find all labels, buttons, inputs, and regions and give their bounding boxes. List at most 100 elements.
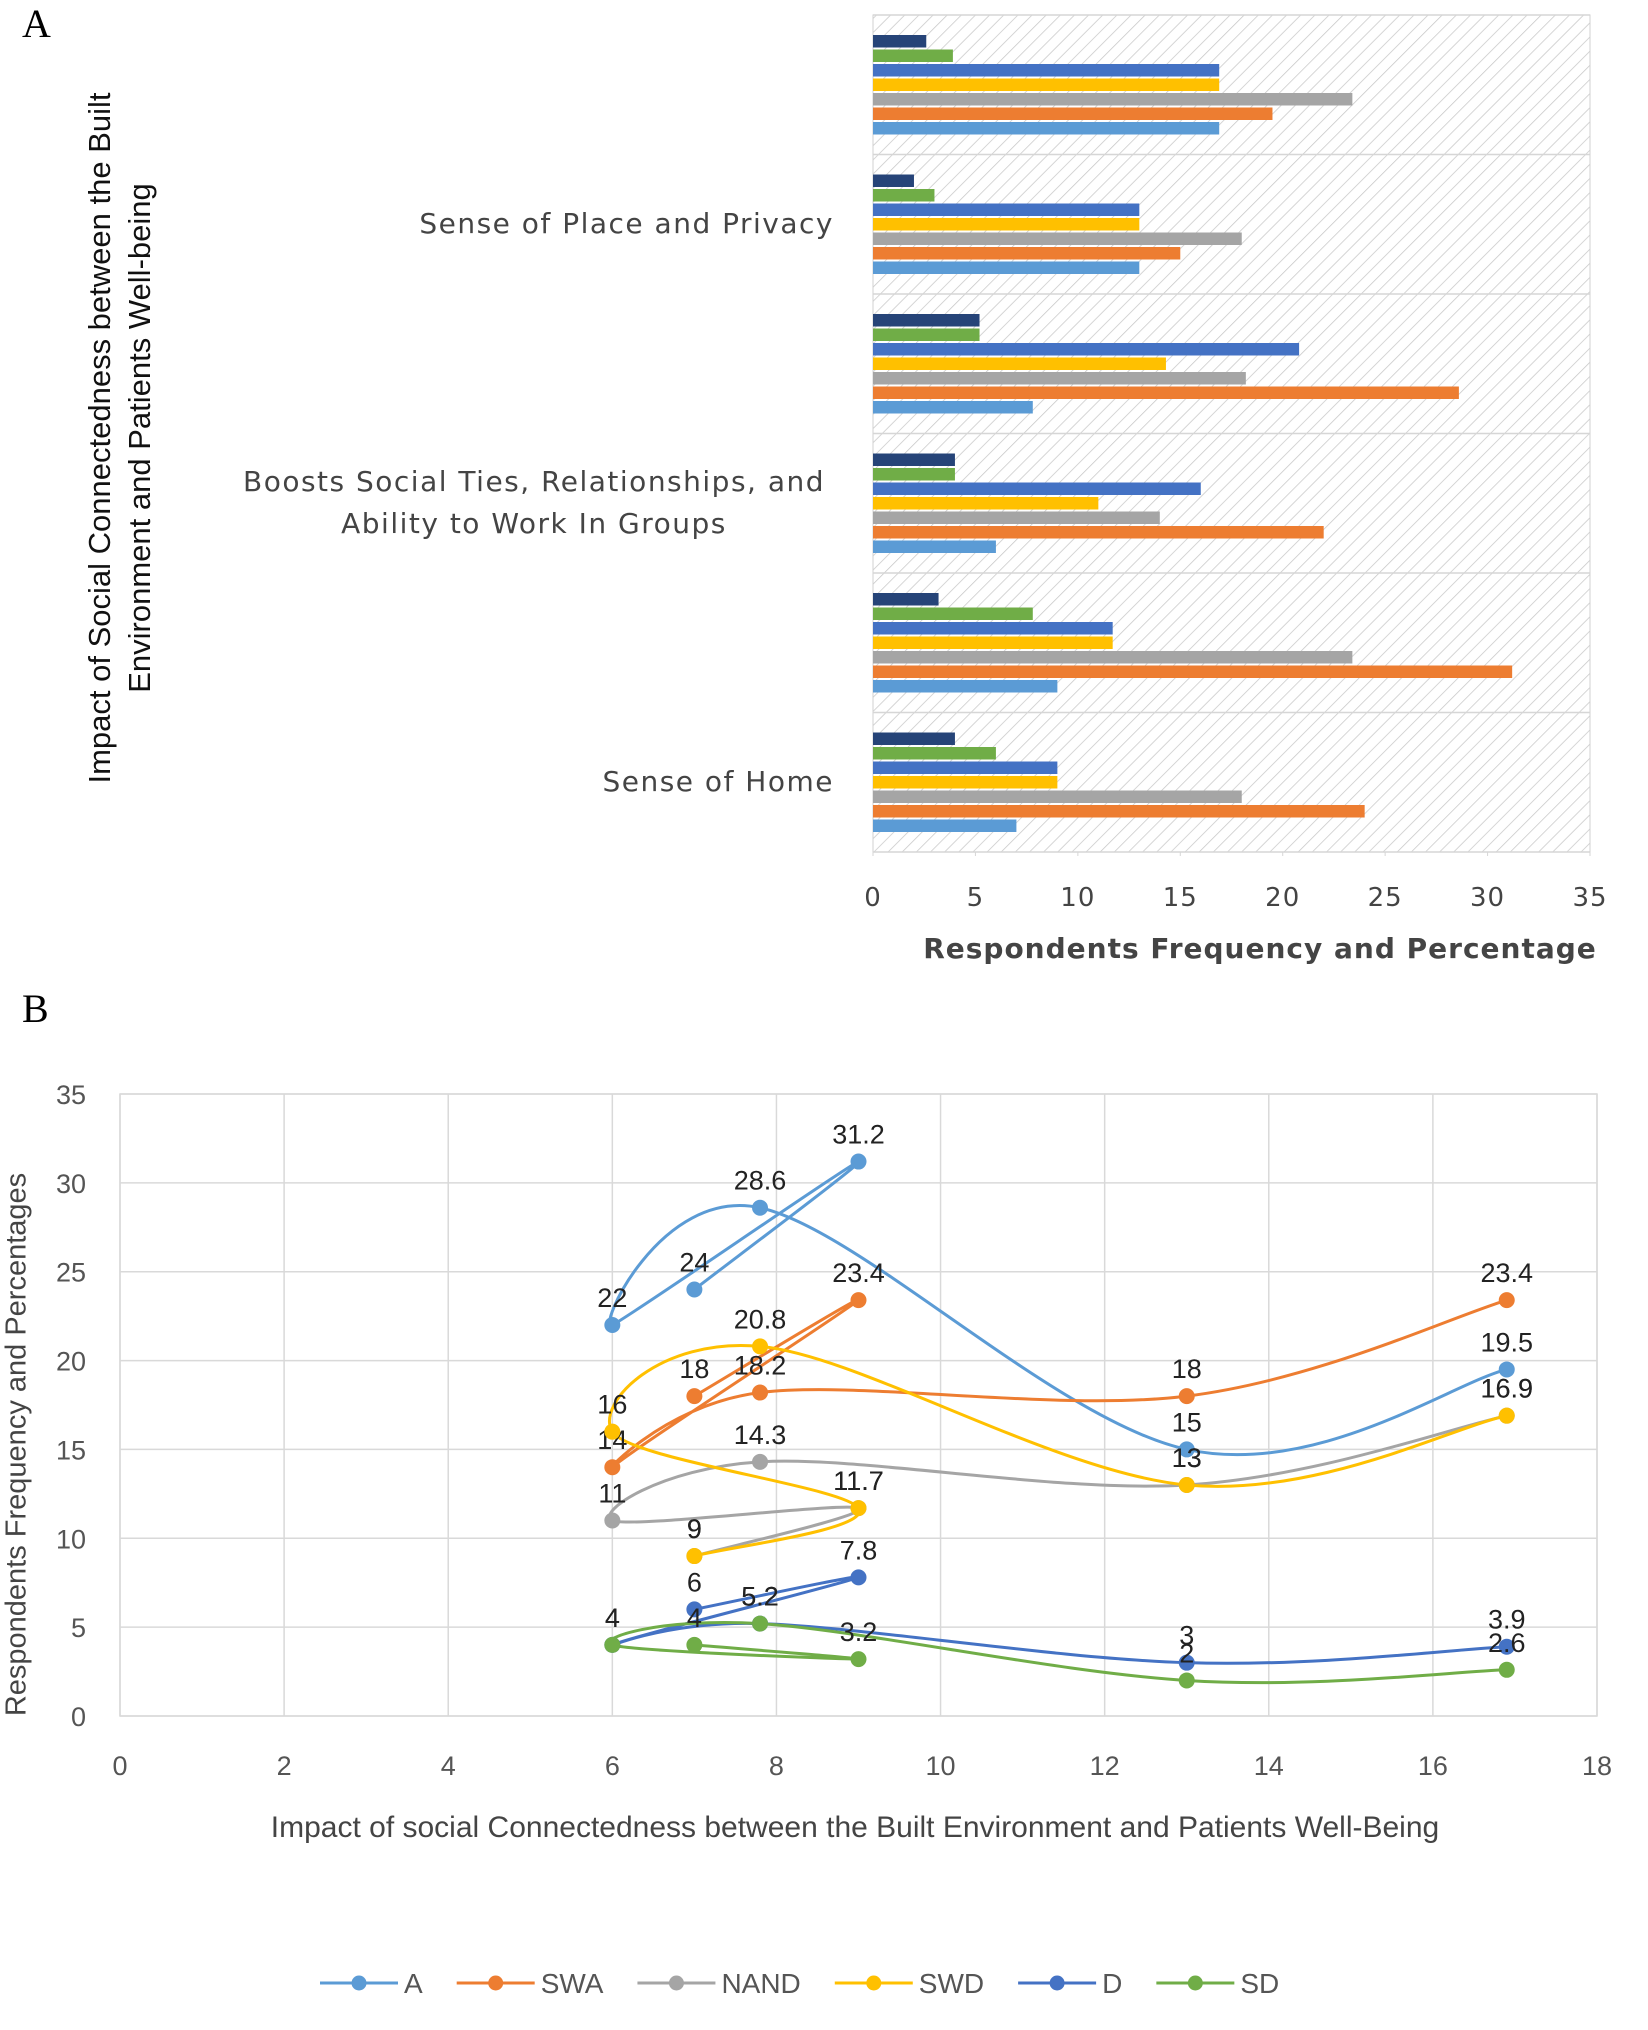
bar	[873, 636, 1113, 649]
x-tick-label: 35	[1572, 883, 1607, 913]
legend-label: D	[1102, 1968, 1122, 1999]
bar	[873, 651, 1353, 664]
x-axis-label: Impact of social Connectedness between t…	[270, 1811, 1440, 1844]
bar	[873, 122, 1220, 135]
data-label: 20.8	[734, 1304, 787, 1334]
data-point	[850, 1569, 867, 1586]
y-tick-label: Sense of Home	[602, 765, 834, 799]
legend-label: A	[404, 1968, 423, 1999]
data-label: 11.7	[833, 1466, 884, 1496]
data-point	[604, 1636, 621, 1653]
bar	[873, 247, 1181, 260]
bar	[873, 468, 955, 481]
bar	[873, 314, 980, 327]
legend-label: SD	[1240, 1968, 1279, 1999]
bar	[873, 776, 1058, 789]
data-point	[604, 1459, 621, 1476]
data-label: 7.8	[840, 1535, 878, 1565]
bar	[873, 232, 1242, 245]
legend-label: SWD	[919, 1968, 984, 1999]
bar	[873, 482, 1201, 495]
data-point	[1498, 1407, 1515, 1424]
legend-marker	[668, 1975, 684, 1991]
data-point	[1498, 1292, 1515, 1309]
y-tick-label: 15	[56, 1435, 86, 1465]
bar	[873, 401, 1033, 414]
data-point	[850, 1500, 867, 1517]
data-point	[752, 1384, 769, 1401]
bar	[873, 372, 1246, 385]
y-tick-label: 25	[56, 1258, 86, 1288]
bar	[873, 732, 955, 745]
data-point	[752, 1338, 769, 1355]
data-point	[1178, 1476, 1195, 1493]
bar	[873, 511, 1160, 524]
legend-label: SWA	[541, 1968, 604, 1999]
bar	[873, 526, 1324, 539]
data-label: 3.9	[1488, 1605, 1526, 1635]
bar	[873, 680, 1058, 693]
bar	[873, 665, 1513, 678]
data-label: 18	[1172, 1354, 1202, 1384]
data-label: 2	[1179, 1638, 1194, 1668]
x-tick-label: 2	[277, 1751, 292, 1781]
data-point	[686, 1388, 703, 1405]
data-label: 24	[679, 1247, 709, 1277]
data-label: 5.2	[741, 1582, 779, 1612]
legend-label: NAND	[721, 1968, 800, 1999]
data-point	[1178, 1441, 1195, 1458]
y-tick-label: 35	[56, 1080, 86, 1110]
y-tick-label: 30	[56, 1169, 86, 1199]
x-tick-label: 8	[769, 1751, 784, 1781]
data-label: 6	[687, 1567, 702, 1597]
x-tick-label: 10	[1060, 883, 1095, 913]
data-point	[752, 1199, 769, 1216]
bar	[873, 761, 1058, 774]
x-tick-label: 5	[967, 883, 985, 913]
bar	[873, 607, 1033, 620]
data-label: 11	[598, 1479, 626, 1509]
bar	[873, 593, 939, 606]
data-label: 23.4	[832, 1258, 885, 1288]
data-label: 5.2	[741, 1582, 779, 1612]
bar	[873, 357, 1166, 370]
bar	[873, 622, 1113, 635]
data-point	[850, 1651, 867, 1668]
data-label: 18.2	[734, 1351, 787, 1381]
x-tick-label: 16	[1418, 1751, 1448, 1781]
data-label: 28.6	[734, 1166, 787, 1196]
x-tick-label: 15	[1163, 883, 1198, 913]
x-tick-label: 10	[926, 1751, 956, 1781]
x-tick-label: 20	[1265, 883, 1300, 913]
bar	[873, 261, 1140, 274]
legend-marker	[488, 1975, 504, 1991]
data-label: 13	[1172, 1443, 1202, 1473]
bar	[873, 540, 996, 553]
x-tick-label: 0	[112, 1751, 127, 1781]
data-point	[686, 1281, 703, 1298]
x-tick-label: 14	[1254, 1751, 1284, 1781]
data-point	[752, 1615, 769, 1632]
panel-label: A	[22, 1, 51, 46]
bar	[873, 747, 996, 760]
x-tick-label: 25	[1368, 883, 1403, 913]
y-tick-label: 5	[71, 1613, 86, 1643]
data-label: 16.9	[1480, 1374, 1533, 1404]
bar	[873, 78, 1220, 91]
data-point	[1498, 1638, 1515, 1655]
data-point	[1498, 1661, 1515, 1678]
y-tick-label: Boosts Social Ties, Relationships, and A…	[242, 465, 826, 541]
bar	[873, 805, 1365, 818]
data-label: 2.6	[1488, 1628, 1526, 1658]
bar	[873, 218, 1140, 231]
data-point	[686, 1636, 703, 1653]
bar	[873, 328, 980, 341]
data-point	[1178, 1672, 1195, 1689]
x-tick-label: 18	[1582, 1751, 1612, 1781]
x-tick-label: 6	[605, 1751, 620, 1781]
y-axis-label: Respondents Frequency and Percentages	[0, 1172, 33, 1717]
y-axis-label: Impact of Social Connectedness between t…	[82, 92, 157, 784]
data-point	[1178, 1388, 1195, 1405]
bar	[873, 35, 927, 48]
